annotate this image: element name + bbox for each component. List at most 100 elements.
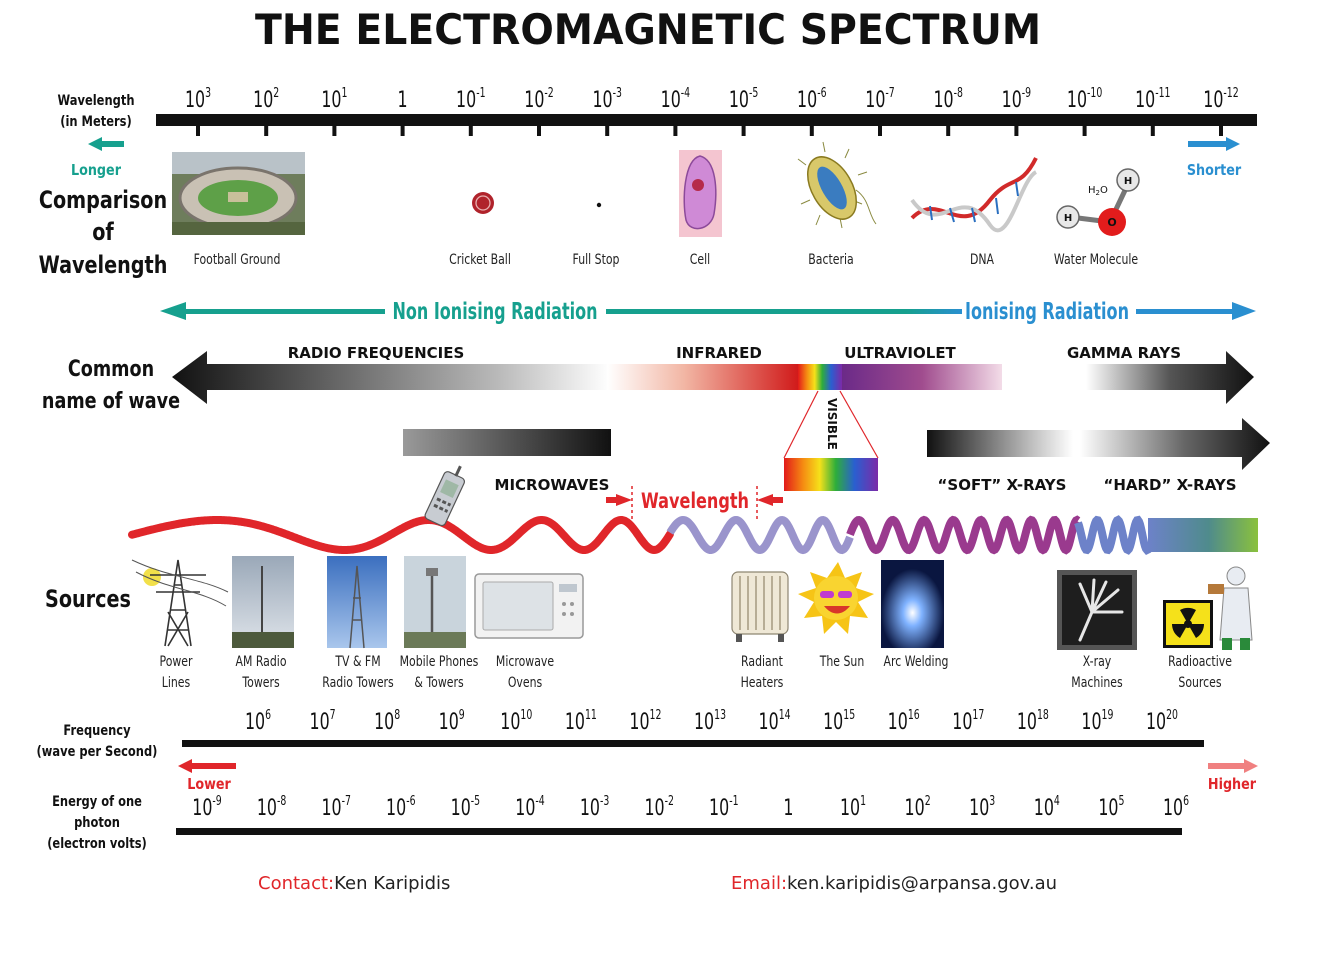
wavelength-tick-base: 10 bbox=[729, 86, 749, 112]
frequency-tick-label: 1014 bbox=[759, 706, 791, 734]
wavelength-tick-exponent: 1 bbox=[342, 84, 348, 100]
comparison-item-label: Full Stop bbox=[573, 251, 620, 268]
frequency-axis-unit: (wave per Second) bbox=[37, 744, 158, 760]
wavelength-tick-mark bbox=[332, 118, 337, 136]
wavelength-tick-base: 10 bbox=[185, 86, 205, 112]
frequency-tick-label: 108 bbox=[374, 706, 400, 734]
radiation-band: Non Ionising Radiation Ionising Radiatio… bbox=[160, 299, 1256, 325]
frequency-tick-exponent: 16 bbox=[908, 706, 920, 722]
frequency-tick-base: 10 bbox=[823, 708, 843, 734]
energy-tick-base: 10 bbox=[1163, 794, 1183, 820]
infrared-band bbox=[607, 364, 800, 390]
energy-tick-base: 10 bbox=[451, 794, 471, 820]
frequency-tick-base: 10 bbox=[500, 708, 520, 734]
energy-tick-label: 10-9 bbox=[192, 792, 221, 820]
wavelength-tick-mark bbox=[468, 118, 473, 136]
radio-band bbox=[172, 351, 610, 404]
radiant-heater-image bbox=[731, 571, 789, 642]
wavelength-tick-mark bbox=[400, 118, 405, 136]
wavelength-tick-mark bbox=[1150, 118, 1155, 136]
source-label-line1: AM Radio bbox=[235, 653, 286, 670]
energy-tick-label: 106 bbox=[1163, 792, 1189, 820]
radio-label: RADIO FREQUENCIES bbox=[288, 344, 465, 362]
wave-radio-segment bbox=[128, 516, 674, 555]
frequency-tick-exponent: 13 bbox=[714, 706, 726, 722]
frequency-tick-base: 10 bbox=[1081, 708, 1101, 734]
energy-tick-label: 104 bbox=[1034, 792, 1060, 820]
source-label-line2: Ovens bbox=[508, 674, 542, 691]
wavelength-tick-label: 10-2 bbox=[524, 84, 553, 112]
frequency-tick-label: 1020 bbox=[1146, 706, 1178, 734]
wavelength-tick-exponent: -10 bbox=[1087, 84, 1102, 100]
email-address[interactable]: ken.karipidis@arpansa.gov.au bbox=[787, 873, 1057, 894]
wavelength-marker-label: Wavelength bbox=[641, 489, 749, 513]
energy-tick-exponent: 6 bbox=[1183, 792, 1189, 808]
frequency-tick-label: 1019 bbox=[1081, 706, 1113, 734]
ultraviolet-band bbox=[842, 364, 1002, 390]
wavelength-tick-exponent: -7 bbox=[885, 84, 894, 100]
wavelength-axis: Wavelength (in Meters) 103 102 101 1 10-1 10-… bbox=[57, 84, 1257, 179]
frequency-tick-exponent: 9 bbox=[459, 706, 465, 722]
wavelength-tick-exponent: -5 bbox=[749, 84, 758, 100]
microwave-oven-image bbox=[474, 573, 584, 639]
energy-tick-base: 10 bbox=[709, 794, 729, 820]
energy-tick-exponent: 5 bbox=[1119, 792, 1125, 808]
wave-gamma-segment bbox=[1148, 518, 1258, 552]
frequency-tick-base: 10 bbox=[310, 708, 330, 734]
energy-tick-exponent: -2 bbox=[665, 792, 674, 808]
wavelength-tick-base: 10 bbox=[592, 86, 612, 112]
frequency-ticks: 106 107 108 109 1010 1011 1012 1013 1014 1015 1016… bbox=[245, 706, 1178, 734]
wavelength-marker: Wavelength bbox=[606, 486, 783, 520]
comparison-item-label: Cell bbox=[690, 251, 710, 268]
microwaves-band bbox=[403, 429, 611, 456]
frequency-tick-exponent: 6 bbox=[265, 706, 271, 722]
dna-image bbox=[910, 157, 1038, 233]
energy-tick-exponent: 4 bbox=[1054, 792, 1060, 808]
energy-tick-base: 10 bbox=[257, 794, 277, 820]
visible-expansion: VISIBLE bbox=[783, 390, 879, 491]
frequency-tick-label: 106 bbox=[245, 706, 271, 734]
energy-tick-exponent: -7 bbox=[342, 792, 351, 808]
energy-tick-base: 10 bbox=[580, 794, 600, 820]
wavelength-tick-label: 10-5 bbox=[729, 84, 758, 112]
source-label-line1: Power bbox=[160, 653, 194, 670]
frequency-tick-base: 10 bbox=[245, 708, 265, 734]
wavelength-tick-label: 10-4 bbox=[661, 84, 690, 112]
contact-label: Contact: bbox=[258, 873, 334, 894]
source-label-line1: Microwave bbox=[496, 653, 554, 670]
frequency-tick-exponent: 20 bbox=[1166, 706, 1178, 722]
frequency-tick-exponent: 7 bbox=[330, 706, 336, 722]
wavelength-tick-base: 10 bbox=[865, 86, 885, 112]
visible-label: VISIBLE bbox=[825, 398, 839, 450]
wavelength-tick-label: 10-11 bbox=[1135, 84, 1170, 112]
wavelength-tick-base: 10 bbox=[1002, 86, 1022, 112]
energy-tick-label: 1 bbox=[783, 794, 793, 820]
energy-tick-label: 10-2 bbox=[644, 792, 673, 820]
soft-xrays-band bbox=[927, 430, 1073, 457]
wavelength-tick-mark bbox=[1219, 118, 1223, 136]
frequency-tick-base: 10 bbox=[888, 708, 908, 734]
molecule-h1: H bbox=[1124, 176, 1132, 187]
lower-label: Lower bbox=[187, 776, 231, 793]
wavelength-tick-label: 10-3 bbox=[592, 84, 621, 112]
wavelength-tick-label: 102 bbox=[253, 84, 279, 112]
wavelength-tick-label: 10-1 bbox=[456, 84, 485, 112]
frequency-axis: Frequency (wave per Second) 106 107 108 109… bbox=[37, 706, 1258, 793]
wavelength-tick-exponent: -8 bbox=[954, 84, 963, 100]
source-label-line1: The Sun bbox=[819, 653, 864, 670]
comparison-item-label: DNA bbox=[970, 251, 994, 268]
source-label-line2: & Towers bbox=[414, 674, 463, 691]
frequency-tick-label: 1013 bbox=[694, 706, 726, 734]
source-label-line2: Sources bbox=[1178, 674, 1221, 691]
wavelength-axis-unit: (in Meters) bbox=[60, 114, 132, 130]
energy-tick-base: 10 bbox=[644, 794, 664, 820]
ultraviolet-label: ULTRAVIOLET bbox=[844, 344, 956, 362]
wavelength-tick-mark bbox=[809, 118, 814, 136]
energy-tick-label: 10-3 bbox=[580, 792, 609, 820]
frequency-tick-label: 1011 bbox=[565, 706, 597, 734]
hard-xrays-band bbox=[1080, 418, 1270, 470]
power-lines-image bbox=[131, 559, 229, 647]
molecule-o: O bbox=[1107, 216, 1116, 229]
wavelength-tick-base: 1 bbox=[398, 86, 408, 112]
energy-tick-label: 103 bbox=[969, 792, 995, 820]
